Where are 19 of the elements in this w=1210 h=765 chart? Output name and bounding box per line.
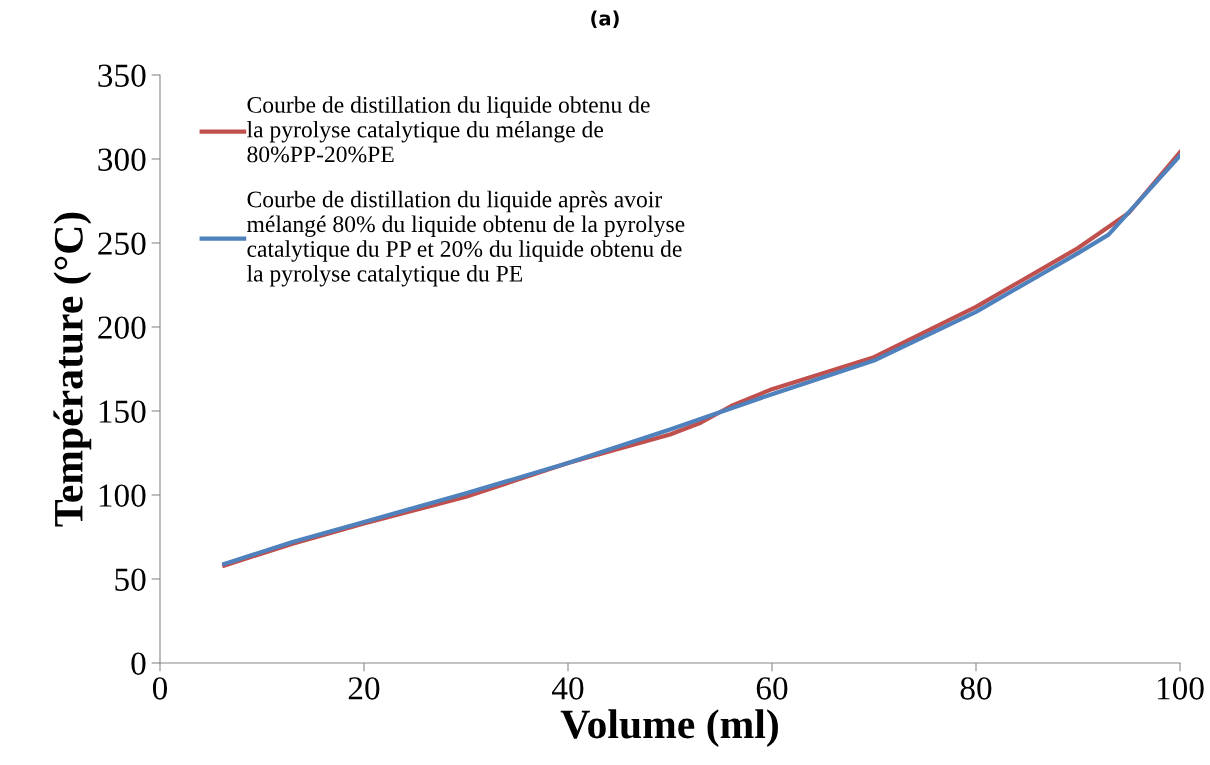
chart-title: (a) — [591, 10, 619, 28]
x-tick-label: 20 — [348, 677, 380, 700]
y-axis-title: Température (°C) — [53, 212, 92, 527]
legend-label: Courbe de distillation du liquide obtenu de la pyrolyse catalytique du mélange de 80%PP-20%PE — [246, 96, 650, 163]
x-tick-label: 60 — [756, 677, 788, 700]
y-tick-label: 50 — [115, 568, 146, 591]
y-tick-label: 300 — [98, 148, 146, 171]
x-tick-label: 40 — [551, 677, 584, 700]
legend-label: Courbe de distillation du liquide après avoir mélangé 80% du liquide obtenu de la pyrolyse catalytique du PP et 20% du liquide obtenu de la pyrolyse catalytique du PE — [246, 190, 685, 287]
y-tick-label: 150 — [99, 400, 146, 423]
y-tick-label: 250 — [98, 232, 146, 255]
x-tick-label: 80 — [960, 677, 992, 700]
y-tick-label: 0 — [131, 652, 146, 675]
y-tick-label: 350 — [98, 64, 146, 87]
x-tick-label: 0 — [152, 677, 168, 700]
x-tick-label: 100 — [1157, 677, 1204, 700]
y-tick-label: 200 — [98, 316, 146, 339]
x-axis-title: Volume (ml) — [560, 709, 778, 747]
y-tick-label: 100 — [99, 484, 146, 507]
